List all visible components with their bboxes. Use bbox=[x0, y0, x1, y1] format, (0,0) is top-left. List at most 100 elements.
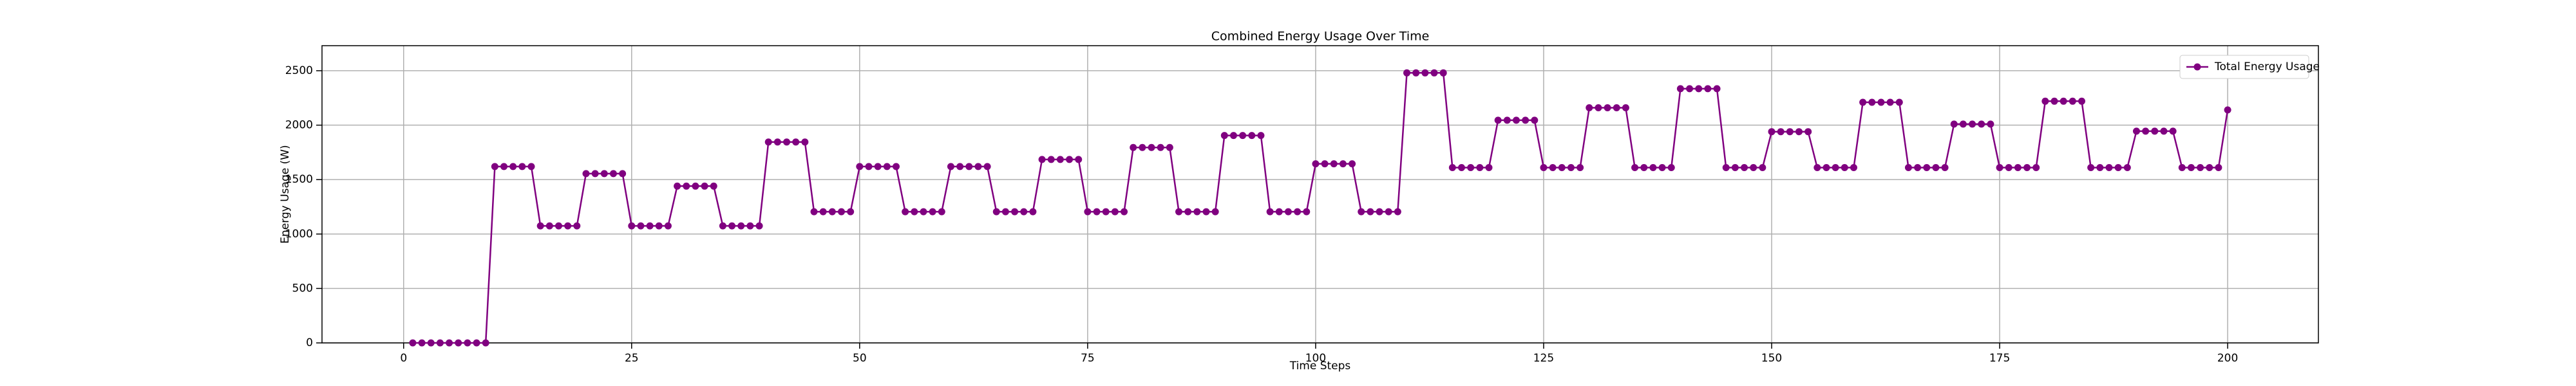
chart-title: Combined Energy Usage Over Time bbox=[1211, 30, 1430, 44]
data-point bbox=[2069, 97, 2076, 105]
data-point bbox=[1649, 164, 1657, 172]
data-point bbox=[1001, 208, 1009, 216]
data-point bbox=[856, 163, 864, 170]
y-tick-label: 1500 bbox=[285, 173, 313, 186]
data-point bbox=[1868, 98, 1876, 106]
data-point bbox=[418, 339, 426, 347]
data-point bbox=[819, 208, 827, 216]
data-point bbox=[628, 222, 636, 230]
data-point bbox=[1503, 116, 1511, 124]
data-point bbox=[2160, 127, 2168, 135]
data-point bbox=[1102, 208, 1110, 216]
data-point bbox=[1768, 128, 1776, 136]
data-point bbox=[646, 222, 654, 230]
data-point bbox=[2078, 97, 2086, 105]
data-point bbox=[1695, 85, 1703, 93]
data-point bbox=[1011, 208, 1019, 216]
data-point bbox=[1932, 164, 1940, 172]
data-point bbox=[1321, 160, 1329, 168]
data-point bbox=[1284, 208, 1292, 216]
data-point bbox=[2032, 164, 2040, 172]
x-tick-label: 125 bbox=[1533, 352, 1554, 365]
data-point bbox=[1084, 208, 1092, 216]
data-point bbox=[728, 222, 736, 230]
data-point bbox=[1622, 104, 1629, 111]
data-point bbox=[664, 222, 672, 230]
data-point bbox=[1467, 164, 1475, 172]
data-point bbox=[1385, 208, 1392, 216]
data-point bbox=[545, 222, 553, 230]
data-point bbox=[582, 170, 590, 178]
data-point bbox=[1312, 160, 1320, 168]
data-point bbox=[1047, 156, 1055, 163]
data-point bbox=[1531, 116, 1539, 124]
data-point bbox=[1211, 208, 1219, 216]
data-point bbox=[1157, 143, 1164, 151]
data-point bbox=[1394, 208, 1401, 216]
data-point bbox=[1029, 208, 1037, 216]
data-point bbox=[1458, 164, 1466, 172]
y-tick-label: 1000 bbox=[285, 228, 313, 241]
data-point bbox=[2005, 164, 2012, 172]
data-point bbox=[2187, 164, 2195, 172]
data-point bbox=[2114, 164, 2122, 172]
x-tick-label: 100 bbox=[1305, 352, 1326, 365]
plot-frame bbox=[321, 45, 2319, 344]
data-point bbox=[1229, 132, 1237, 140]
data-point bbox=[992, 208, 1000, 216]
data-point bbox=[1676, 85, 1684, 93]
y-axis-label: Energy Usage (W) bbox=[279, 145, 292, 243]
data-point bbox=[983, 163, 991, 170]
data-point bbox=[518, 163, 526, 170]
data-point bbox=[1759, 164, 1766, 172]
data-point bbox=[1978, 120, 1985, 128]
data-point bbox=[1130, 143, 1137, 151]
data-point bbox=[2197, 164, 2204, 172]
data-point bbox=[455, 339, 462, 347]
data-point bbox=[1476, 164, 1484, 172]
data-point bbox=[773, 138, 781, 146]
data-point bbox=[591, 170, 599, 178]
data-point bbox=[2041, 97, 2049, 105]
data-point bbox=[1987, 120, 1994, 128]
data-point bbox=[1266, 208, 1274, 216]
data-point bbox=[1741, 164, 1748, 172]
data-point bbox=[746, 222, 754, 230]
data-point bbox=[1850, 164, 1857, 172]
y-tick-label: 500 bbox=[292, 282, 313, 295]
data-point bbox=[683, 182, 690, 190]
data-point bbox=[929, 208, 936, 216]
data-point bbox=[1367, 208, 1374, 216]
data-point bbox=[1248, 132, 1256, 140]
data-point bbox=[1814, 164, 1821, 172]
data-point bbox=[1686, 85, 1694, 93]
data-point bbox=[674, 182, 681, 190]
data-point bbox=[1494, 116, 1502, 124]
data-point bbox=[1941, 164, 1949, 172]
data-point bbox=[1786, 128, 1794, 136]
data-point bbox=[1795, 128, 1803, 136]
data-point bbox=[2206, 164, 2213, 172]
data-point bbox=[655, 222, 663, 230]
data-point bbox=[1148, 143, 1155, 151]
data-point bbox=[1704, 85, 1712, 93]
data-point bbox=[1522, 116, 1530, 124]
data-point bbox=[619, 170, 627, 178]
data-point bbox=[1303, 208, 1311, 216]
data-point bbox=[1330, 160, 1338, 168]
data-point bbox=[427, 339, 435, 347]
data-point bbox=[1877, 98, 1885, 106]
data-point bbox=[1111, 208, 1119, 216]
data-point bbox=[1349, 160, 1356, 168]
data-point bbox=[1376, 208, 1383, 216]
data-point bbox=[1294, 208, 1302, 216]
data-point bbox=[1959, 120, 1967, 128]
data-point bbox=[974, 163, 982, 170]
data-point bbox=[1586, 104, 1593, 111]
data-point bbox=[719, 222, 726, 230]
data-point bbox=[1567, 164, 1575, 172]
y-tick-label: 0 bbox=[306, 336, 313, 349]
data-point bbox=[1093, 208, 1101, 216]
data-point bbox=[1275, 208, 1283, 216]
